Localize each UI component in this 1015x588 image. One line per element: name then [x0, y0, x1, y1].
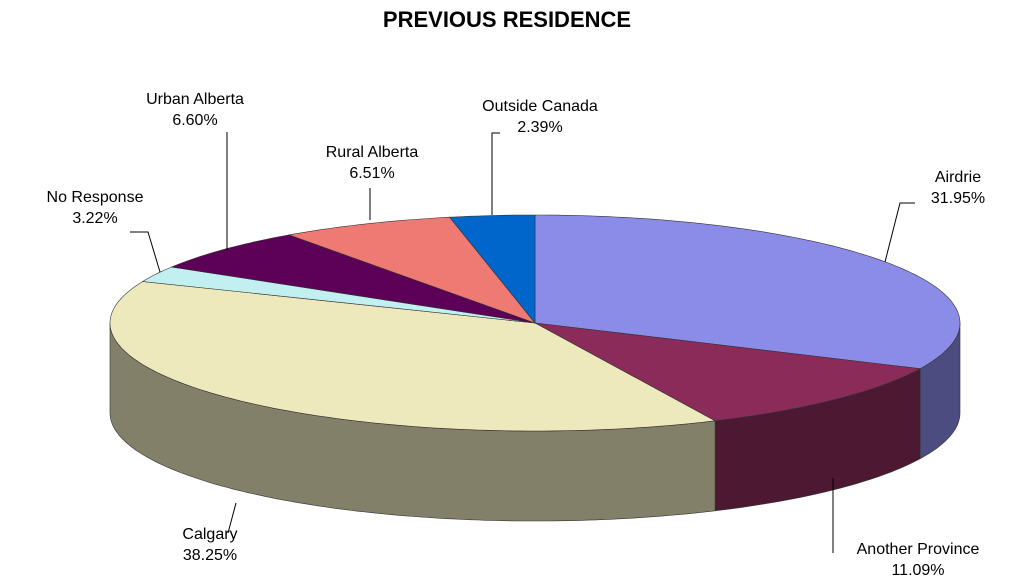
value-label: 2.39% — [517, 119, 562, 136]
slice — [287, 216, 536, 324]
value-label: 6.60% — [172, 112, 217, 129]
leader-line — [130, 231, 161, 273]
value-label: 31.95% — [931, 190, 985, 207]
slice-label: Outside Canada — [482, 98, 598, 115]
slice — [141, 266, 536, 324]
leader-line — [227, 502, 237, 534]
value-label: 11.09% — [891, 562, 944, 579]
slice — [448, 214, 536, 324]
slice-label: No Response — [47, 189, 144, 206]
value-label: 3.22% — [72, 210, 117, 227]
slice — [170, 234, 536, 324]
slice — [534, 214, 961, 370]
slice-label: Calgary — [182, 526, 237, 543]
slice-label: Airdrie — [935, 169, 981, 186]
leader-line — [884, 202, 915, 263]
leader-line — [491, 132, 500, 215]
value-label: 38.25% — [183, 547, 237, 564]
value-label: 6.51% — [349, 165, 394, 182]
slice-label: Rural Alberta — [326, 144, 419, 161]
slice-label: Another Province — [857, 541, 980, 558]
slice — [534, 322, 922, 422]
slice-label: Urban Alberta — [146, 91, 244, 108]
chart-title: PREVIOUS RESIDENCE — [383, 7, 631, 32]
slice — [109, 281, 717, 432]
